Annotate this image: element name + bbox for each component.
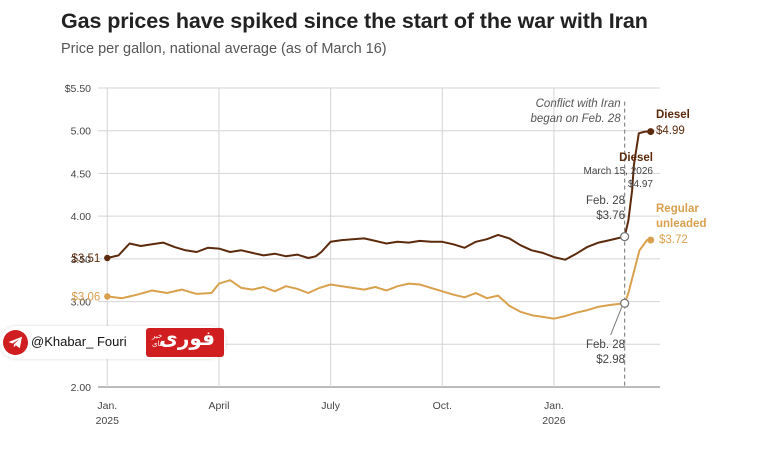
- channel-logo: خبر های فوری: [146, 326, 224, 357]
- chart-subtitle: Price per gallon, national average (as o…: [61, 41, 387, 57]
- x-tick-label: Jan.: [544, 400, 564, 412]
- y-tick-label: 4.00: [71, 211, 92, 223]
- regular-feb28-leader: [610, 307, 623, 336]
- x-tick-label: Jan.: [97, 400, 117, 412]
- diesel-feb28-value: $3.76: [596, 210, 625, 222]
- regular-feb28-value: $2.98: [596, 354, 625, 366]
- diesel-start-label: $3.51: [72, 253, 101, 265]
- diesel-end-marker: [647, 128, 655, 136]
- event-annotation-line1: Conflict with Iran: [536, 98, 621, 110]
- x-axis-ticks: Jan. 2025 April July Oct. Jan. 2026: [96, 400, 566, 427]
- y-tick-label: 3.50: [71, 254, 92, 266]
- event-annotation-line2: began on Feb. 28: [530, 113, 621, 125]
- x-tick-year-label: 2025: [96, 415, 120, 427]
- logo-subtext-line1: خبر: [152, 332, 163, 340]
- x-tick-label: Oct.: [433, 400, 452, 412]
- series-line: [106, 239, 652, 320]
- logo-subtext: خبر های: [152, 332, 163, 348]
- diesel-start-marker: [104, 254, 111, 262]
- diesel-march15-value: $4.97: [628, 179, 653, 190]
- channel-watermark: @Khabar_ Fouri خبر های فوری: [0, 326, 226, 359]
- regular-end-name-line1: Regular: [656, 203, 699, 215]
- diesel-march15-date: March 15, 2026: [584, 166, 654, 177]
- x-tick-label: July: [321, 400, 340, 412]
- y-tick-label: 3.00: [71, 297, 92, 309]
- regular-start-marker: [104, 293, 111, 300]
- y-tick-label: 4.50: [71, 168, 92, 180]
- y-tick-label: 2.00: [71, 382, 92, 394]
- logo-subtext-line2: های: [152, 340, 164, 348]
- chart-title: Gas prices have spiked since the start o…: [61, 9, 648, 33]
- diesel-feb28-marker: [619, 231, 630, 242]
- telegram-icon: [3, 330, 28, 355]
- diesel-end-value: $4.99: [656, 125, 685, 137]
- series-line: [106, 130, 652, 261]
- diesel-feb28-date: Feb. 28: [586, 195, 625, 207]
- channel-handle: @Khabar_ Fouri: [31, 334, 127, 349]
- annotations: $3.51 $3.06 Conflict with Iran began on Feb…: [72, 98, 707, 366]
- y-tick-label: $5.50: [65, 83, 91, 95]
- regular-start-label: $3.06: [72, 291, 101, 303]
- series-lines: [106, 130, 652, 320]
- x-tick-year-label: 2026: [542, 415, 566, 427]
- x-tick-label: April: [208, 400, 229, 412]
- regular-feb28-marker: [619, 298, 630, 308]
- regular-end-marker: [647, 236, 655, 244]
- regular-end-name-line2: unleaded: [656, 218, 706, 230]
- y-tick-label: 5.00: [71, 126, 92, 138]
- logo-text: فوری: [159, 326, 215, 350]
- diesel-march15-name: Diesel: [619, 152, 653, 164]
- regular-end-value: $3.72: [659, 234, 688, 246]
- diesel-end-name: Diesel: [656, 109, 690, 121]
- regular-feb28-date: Feb. 28: [586, 339, 625, 351]
